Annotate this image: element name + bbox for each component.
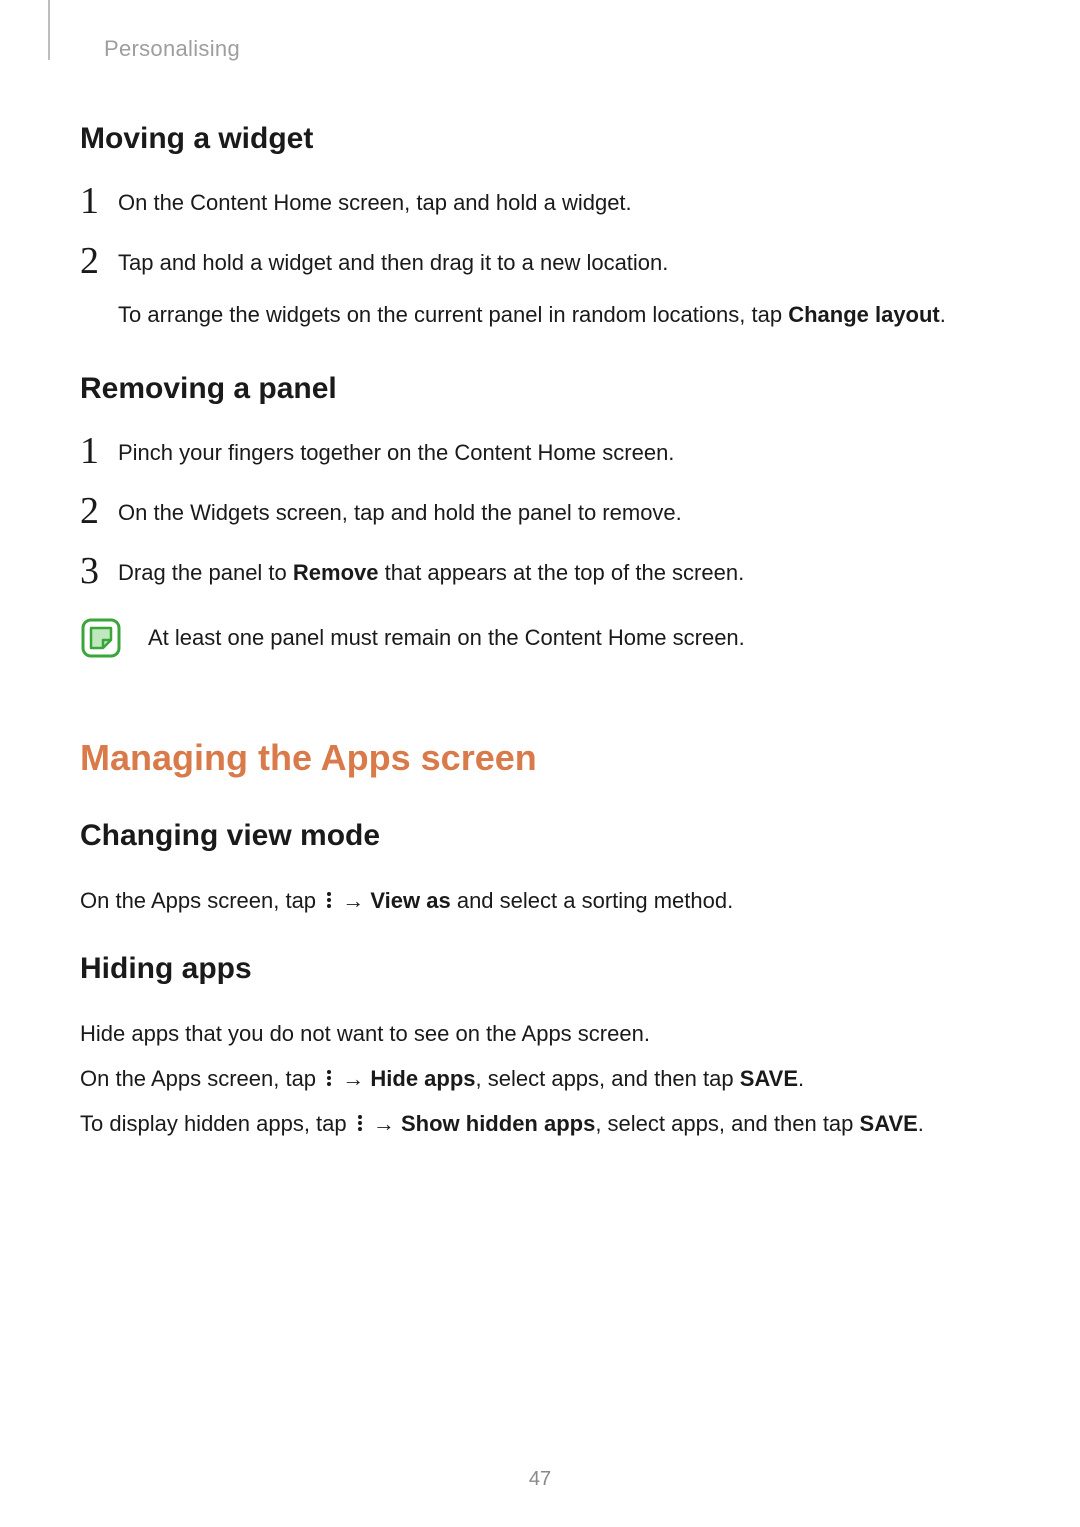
para-hide-apps: On the Apps screen, tap → Hide apps, sel…	[80, 1061, 1000, 1096]
text-run: To display hidden apps, tap	[80, 1111, 353, 1136]
side-rule	[48, 0, 50, 60]
step-text: On the Content Home screen, tap and hold…	[118, 186, 632, 220]
heading-removing-panel: Removing a panel	[80, 372, 1000, 406]
heading-hiding-apps: Hiding apps	[80, 952, 1000, 986]
step-main: Tap and hold a widget and then drag it t…	[118, 250, 668, 275]
arrow-text: →	[367, 1111, 401, 1136]
text-run: .	[918, 1111, 924, 1136]
more-options-icon	[356, 1113, 364, 1133]
bold-hide-apps: Hide apps	[370, 1066, 475, 1091]
text-run: Drag the panel to	[118, 560, 293, 585]
step-number: 2	[80, 242, 118, 280]
heading-moving-widget: Moving a widget	[80, 122, 1000, 156]
para-view-mode: On the Apps screen, tap → View as and se…	[80, 883, 1000, 918]
steps-removing-panel: 1 Pinch your fingers together on the Con…	[80, 436, 1000, 590]
text-run: To arrange the widgets on the current pa…	[118, 302, 788, 327]
step-number: 2	[80, 492, 118, 530]
text-run: , select apps, and then tap	[476, 1066, 740, 1091]
step-sub: To arrange the widgets on the current pa…	[118, 298, 946, 332]
text-run: , select apps, and then tap	[595, 1111, 859, 1136]
step-1: 1 Pinch your fingers together on the Con…	[80, 436, 1000, 470]
more-options-icon	[325, 890, 333, 910]
step-3: 3 Drag the panel to Remove that appears …	[80, 556, 1000, 590]
step-2: 2 Tap and hold a widget and then drag it…	[80, 246, 1000, 332]
arrow-text: →	[336, 1066, 370, 1091]
bold-save: SAVE	[860, 1111, 918, 1136]
text-run: .	[798, 1066, 804, 1091]
bold-show-hidden-apps: Show hidden apps	[401, 1111, 595, 1136]
step-number: 1	[80, 182, 118, 220]
steps-moving-widget: 1 On the Content Home screen, tap and ho…	[80, 186, 1000, 332]
step-text: Drag the panel to Remove that appears at…	[118, 556, 744, 590]
note-text: At least one panel must remain on the Co…	[148, 625, 745, 651]
text-run: .	[940, 302, 946, 327]
note: At least one panel must remain on the Co…	[80, 617, 1000, 659]
page-number: 47	[0, 1468, 1080, 1491]
step-number: 1	[80, 432, 118, 470]
more-options-icon	[325, 1068, 333, 1088]
step-2: 2 On the Widgets screen, tap and hold th…	[80, 496, 1000, 530]
step-text: Tap and hold a widget and then drag it t…	[118, 246, 946, 332]
para-show-hidden: To display hidden apps, tap → Show hidde…	[80, 1106, 1000, 1141]
text-run: On the Apps screen, tap	[80, 1066, 322, 1091]
breadcrumb: Personalising	[104, 36, 1000, 62]
para-hide-intro: Hide apps that you do not want to see on…	[80, 1016, 1000, 1051]
text-run: and select a sorting method.	[451, 888, 734, 913]
bold-view-as: View as	[370, 888, 450, 913]
heading-managing-apps: Managing the Apps screen	[80, 737, 1000, 779]
bold-change-layout: Change layout	[788, 302, 940, 327]
page: Personalising Moving a widget 1 On the C…	[0, 0, 1080, 1527]
step-1: 1 On the Content Home screen, tap and ho…	[80, 186, 1000, 220]
note-icon	[80, 617, 122, 659]
step-text: Pinch your fingers together on the Conte…	[118, 436, 674, 470]
bold-save: SAVE	[740, 1066, 798, 1091]
arrow-text: →	[336, 888, 370, 913]
bold-remove: Remove	[293, 560, 379, 585]
step-number: 3	[80, 552, 118, 590]
text-run: that appears at the top of the screen.	[379, 560, 745, 585]
text-run: On the Apps screen, tap	[80, 888, 322, 913]
step-text: On the Widgets screen, tap and hold the …	[118, 496, 682, 530]
heading-changing-view-mode: Changing view mode	[80, 819, 1000, 853]
